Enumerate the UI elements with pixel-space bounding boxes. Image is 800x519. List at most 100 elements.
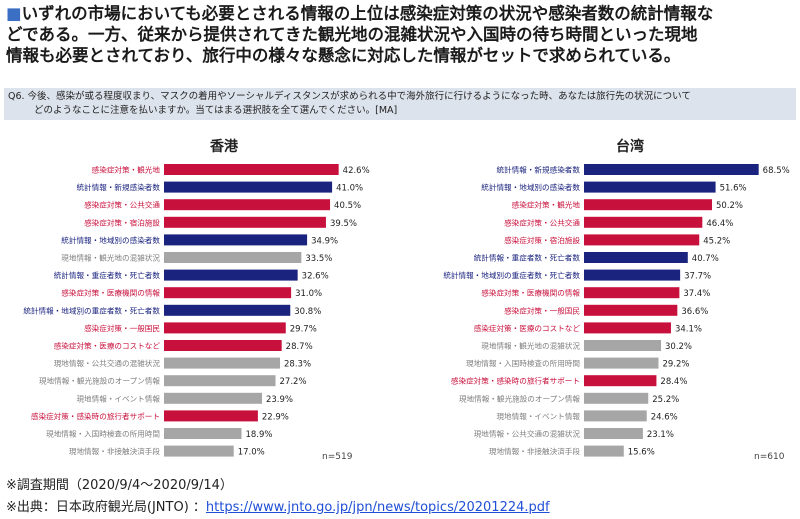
value-label: 28.3%: [284, 360, 311, 370]
category-label: 統計情報・地域別の重症者数・死亡者数: [23, 305, 160, 315]
headline-text-1: いずれの市場においても必要とされる情報の上位は感染症対策の状況や感染者数の統計情…: [21, 4, 714, 23]
bar: [164, 340, 282, 351]
category-label: 感染症対策・感染時の旅行者サポート: [451, 376, 580, 386]
category-label: 感染症対策・公共交通: [504, 217, 580, 227]
value-label: 40.7%: [692, 254, 719, 264]
category-label: 統計情報・地域別の感染者数: [61, 235, 160, 245]
category-label: 感染症対策・医療のコストなど: [474, 323, 581, 333]
category-label: 現地情報・入国時検査の所用時間: [466, 358, 580, 368]
category-label: 現地情報・観光施設のオープン情報: [39, 376, 160, 386]
value-label: 45.2%: [703, 236, 730, 246]
value-label: 37.7%: [684, 272, 711, 282]
category-label: 感染症対策・感染時の旅行者サポート: [31, 411, 160, 421]
bar: [164, 357, 281, 369]
value-label: 34.9%: [311, 236, 338, 246]
bar: [164, 428, 242, 439]
value-label: 29.2%: [662, 360, 689, 370]
bar: [164, 252, 302, 263]
category-label: 統計情報・地域別の感染者数: [481, 182, 580, 192]
bar: [164, 181, 333, 193]
category-label: 感染症対策・一般国民: [504, 305, 580, 315]
value-label: 15.6%: [628, 448, 655, 458]
survey-period: ※調査期間（2020/9/4～2020/9/14）: [6, 478, 233, 493]
category-label: 現地情報・公共交通の混雑状況: [54, 358, 161, 368]
category-label: 統計情報・重症者数・死亡者数: [54, 270, 161, 280]
bar: [584, 216, 703, 228]
bar: [584, 269, 681, 281]
hongkong-chart-title: 香港: [210, 139, 238, 155]
value-label: 22.9%: [262, 412, 289, 422]
value-label: 50.2%: [716, 201, 743, 211]
headline-line-2: どである。一方、従来から提供されてきた観光地の混雑状況や入国時の待ち時間といった…: [6, 25, 698, 44]
question-box: Q6. 今後、感染が或る程度収まり、マスクの着用やソーシャルディスタンスが求めら…: [4, 88, 796, 120]
value-label: 25.2%: [652, 395, 679, 405]
taiwan-bar-chart: 統計情報・新規感染者数 68.5% 統計情報・地域別の感染者数 51.6% 感染症対策・…: [443, 164, 790, 458]
value-label: 41.0%: [336, 184, 363, 194]
value-label: 32.6%: [302, 272, 329, 282]
value-label: 37.4%: [683, 289, 710, 299]
value-label: 30.2%: [665, 342, 692, 352]
value-label: 68.5%: [763, 166, 790, 176]
value-label: 28.7%: [286, 342, 313, 352]
bar: [164, 322, 286, 334]
taiwan-chart-title: 台湾: [616, 139, 644, 155]
headline-line-1: ■いずれの市場においても必要とされる情報の上位は感染症対策の状況や感染者数の統計…: [6, 3, 796, 24]
bar: [164, 445, 234, 457]
bar: [164, 287, 292, 299]
value-label: 29.7%: [290, 324, 317, 334]
question-line-2: どのようなことに注意を払いますか。当てはまる選択肢を全て選んでください。[MA]: [34, 105, 398, 116]
category-label: 感染症対策・医療機関の情報: [481, 288, 580, 298]
value-label: 28.4%: [660, 377, 687, 387]
category-label: 感染症対策・一般国民: [84, 323, 160, 333]
category-label: 統計情報・新規感染者数: [496, 165, 580, 175]
category-label: 感染症対策・宿泊施設: [504, 235, 580, 245]
hongkong-chart-panel: 香港 感染症対策・観光地 42.6% 統計情報・新規感染者数 41.0% 感染症対策・公…: [4, 130, 384, 465]
value-label: 24.6%: [651, 412, 678, 422]
category-label: 感染症対策・公共交通: [84, 200, 160, 210]
bar: [164, 304, 291, 316]
value-label: 40.5%: [334, 201, 361, 211]
category-label: 感染症対策・医療のコストなど: [54, 341, 161, 351]
category-label: 現地情報・公共交通の混雑状況: [474, 429, 581, 439]
value-label: 23.1%: [647, 430, 674, 440]
bar: [164, 216, 326, 228]
bar: [584, 410, 647, 422]
bar: [584, 287, 680, 299]
category-label: 現地情報・観光施設のオープン情報: [459, 393, 580, 403]
bar: [584, 392, 649, 404]
taiwan-chart-panel: 台湾 統計情報・新規感染者数 68.5% 統計情報・地域別の感染者数 51.6% 感染症…: [408, 130, 789, 465]
bar: [584, 164, 759, 175]
bar: [164, 164, 339, 175]
value-label: 27.2%: [280, 377, 307, 387]
taiwan-sample-size: n=610: [754, 452, 785, 462]
bar: [584, 322, 671, 334]
value-label: 42.6%: [343, 166, 370, 176]
bar: [584, 340, 662, 351]
category-label: 現地情報・イベント情報: [76, 393, 160, 403]
source-prefix: ※出典：日本政府観光局(JNTO) ：: [6, 500, 206, 515]
category-label: 現地情報・入国時検査の所用時間: [46, 429, 160, 439]
bar: [584, 304, 678, 316]
source-line: ※出典：日本政府観光局(JNTO) ：https://www.jnto.go.j…: [6, 496, 550, 515]
bar: [164, 269, 298, 281]
category-label: 感染症対策・観光地: [512, 200, 581, 210]
category-label: 現地情報・観光地の混雑状況: [481, 341, 580, 351]
headline: ■いずれの市場においても必要とされる情報の上位は感染症対策の状況や感染者数の統計…: [6, 3, 796, 66]
category-label: 統計情報・地域別の重症者数・死亡者数: [443, 270, 580, 280]
source-link[interactable]: https://www.jnto.go.jp/jpn/news/topics/2…: [205, 500, 550, 515]
bar: [584, 181, 716, 193]
category-label: 統計情報・重症者数・死亡者数: [474, 253, 581, 263]
value-label: 36.6%: [681, 307, 708, 317]
bar: [584, 428, 643, 439]
value-label: 34.1%: [675, 324, 702, 334]
value-label: 30.8%: [294, 307, 321, 317]
bar: [584, 357, 659, 369]
value-label: 17.0%: [238, 448, 265, 458]
value-label: 23.9%: [266, 395, 293, 405]
category-label: 現地情報・非接触決済手段: [489, 446, 581, 456]
category-label: 感染症対策・医療機関の情報: [61, 288, 160, 298]
hongkong-bar-chart: 感染症対策・観光地 42.6% 統計情報・新規感染者数 41.0% 感染症対策・公共交通…: [23, 164, 370, 458]
value-label: 33.5%: [305, 254, 332, 264]
bar: [584, 252, 688, 263]
bar: [584, 199, 713, 211]
